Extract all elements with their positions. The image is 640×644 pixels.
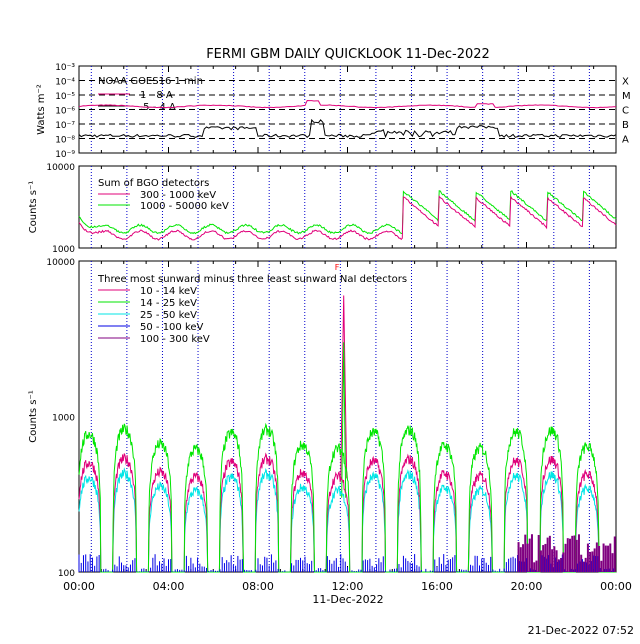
nai-flare-spike-green	[341, 342, 347, 498]
x-tick-label: 00:00	[600, 580, 632, 593]
goes-y-tick-label: 10⁻⁷	[55, 121, 75, 131]
nai-y-tick-label: 1000	[52, 414, 75, 424]
goes-class-label: C	[622, 106, 629, 117]
goes-series-1-8A	[78, 99, 616, 109]
goes-y-tick-label: 10⁻⁴	[55, 78, 75, 88]
bgo-y-tick-label: 1000	[52, 245, 75, 255]
goes-y-axis-label: Watts m⁻²	[36, 84, 47, 135]
nai-flag-label: F	[335, 263, 340, 272]
bgo-legend-label-1: 300 - 1000 keV	[140, 190, 216, 201]
goes-class-label: M	[622, 91, 631, 102]
nai-legend-label-5: 100 - 300 keV	[140, 334, 210, 345]
bgo-y-tick-label: 10000	[46, 163, 75, 173]
goes-legend-title: NOAA GOES16 1 min	[98, 76, 203, 87]
nai-y-axis-label: Counts s⁻¹	[28, 390, 39, 443]
bgo-legend-label-2: 1000 - 50000 keV	[140, 201, 229, 212]
goes-series-05-4A	[78, 118, 617, 139]
bgo-legend-title: Sum of BGO detectors	[98, 178, 209, 189]
x-tick-label: 00:00	[63, 580, 95, 593]
goes-y-tick-label: 10⁻⁹	[55, 150, 75, 160]
goes-legend-label-1: 1 - 8 A	[140, 90, 173, 101]
x-tick-label: 16:00	[421, 580, 453, 593]
goes-class-label: A	[622, 135, 629, 146]
goes-y-tick-label: 10⁻⁵	[55, 92, 75, 102]
nai-panel: 10000 1000 100 Counts s⁻¹ F Three most sunwar…	[28, 258, 617, 579]
goes-y-tick-label: 10⁻⁸	[55, 136, 75, 146]
bgo-y-axis-label: Counts s⁻¹	[28, 181, 39, 234]
nai-y-tick-label: 100	[58, 569, 75, 579]
nai-flare-spike-magenta	[340, 295, 348, 479]
goes-y-tick-label: 10⁻³	[55, 63, 75, 73]
goes-class-label: X	[622, 77, 629, 88]
figure-title: FERMI GBM DAILY QUICKLOOK 11-Dec-2022	[206, 47, 490, 62]
x-tick-label: 04:00	[153, 580, 185, 593]
bgo-series-1000-50000	[78, 190, 617, 235]
nai-legend-label-4: 50 - 100 keV	[140, 322, 204, 333]
nai-series-10-14	[78, 452, 616, 573]
x-tick-label: 08:00	[242, 580, 274, 593]
nai-legend-label-3: 25 - 50 keV	[140, 310, 197, 321]
x-tick-label: 12:00	[332, 580, 364, 593]
nai-legend-label-1: 10 - 14 keV	[140, 286, 197, 297]
x-axis-tick-labels: 00:00 04:00 08:00 12:00 16:00 20:00 00:00	[63, 580, 632, 593]
nai-series-14-25	[78, 422, 616, 573]
footer-timestamp: 21-Dec-2022 07:52	[528, 624, 634, 637]
nai-legend-title: Three most sunward minus three least sun…	[97, 274, 407, 285]
goes-class-label: B	[622, 120, 629, 131]
goes-y-tick-label: 10⁻⁶	[55, 107, 75, 117]
x-tick-label: 20:00	[511, 580, 543, 593]
bgo-panel: 10000 1000 Counts s⁻¹ Sum of BGO detectors3…	[28, 163, 617, 255]
nai-legend-label-2: 14 - 25 keV	[140, 298, 197, 309]
bgo-series-300-1000	[78, 195, 617, 241]
nai-y-tick-label: 10000	[46, 258, 75, 268]
nai-series-25-50	[78, 467, 616, 573]
x-axis-date-label: 11-Dec-2022	[312, 593, 383, 606]
